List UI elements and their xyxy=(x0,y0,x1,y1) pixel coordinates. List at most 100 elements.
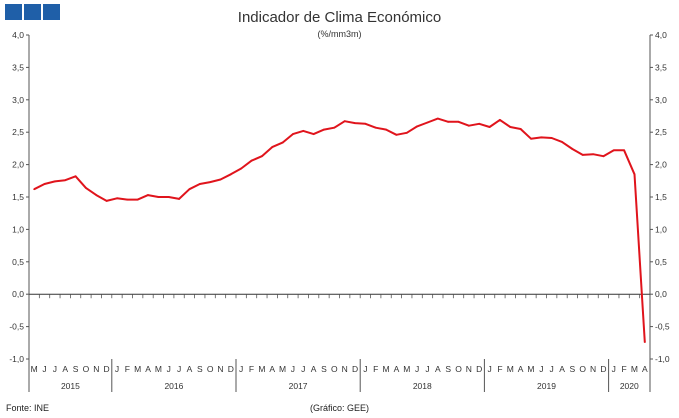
data-point xyxy=(457,120,460,123)
data-point xyxy=(540,136,543,139)
year-label: 2018 xyxy=(413,381,432,391)
chart-subtitle: (%/mm3m) xyxy=(317,29,362,39)
month-label: A xyxy=(311,364,317,374)
month-label: J xyxy=(539,364,543,374)
data-point xyxy=(74,175,77,178)
data-point xyxy=(271,146,274,149)
month-label: M xyxy=(31,364,38,374)
month-label: A xyxy=(269,364,275,374)
month-label: M xyxy=(383,364,390,374)
data-point xyxy=(292,133,294,136)
month-label: A xyxy=(394,364,400,374)
source-note: Fonte: INE xyxy=(6,403,50,413)
month-label: S xyxy=(445,364,451,374)
month-label: D xyxy=(104,364,110,374)
data-point xyxy=(53,180,56,183)
data-point xyxy=(333,126,336,129)
data-point xyxy=(478,122,481,125)
series-line xyxy=(33,117,646,343)
month-label: M xyxy=(134,364,141,374)
month-label: N xyxy=(466,364,472,374)
year-label: 2019 xyxy=(537,381,556,391)
y-tick-label-left: 2,5 xyxy=(12,127,24,137)
data-point xyxy=(281,141,284,144)
month-label: J xyxy=(239,364,243,374)
data-point xyxy=(64,179,67,182)
month-label: M xyxy=(507,364,514,374)
data-point xyxy=(126,198,129,201)
data-point xyxy=(581,153,584,156)
month-label: F xyxy=(622,364,627,374)
month-label: D xyxy=(600,364,606,374)
data-point xyxy=(467,124,470,127)
data-point xyxy=(561,141,563,143)
month-label: A xyxy=(435,364,441,374)
month-label: D xyxy=(352,364,358,374)
y-tick-label-right: 2,5 xyxy=(655,127,667,137)
data-point xyxy=(209,181,212,183)
month-label: O xyxy=(455,364,462,374)
data-point xyxy=(343,120,346,123)
data-point xyxy=(364,122,367,125)
data-point xyxy=(395,133,398,136)
month-label: S xyxy=(570,364,576,374)
data-point xyxy=(250,159,253,162)
month-label: M xyxy=(258,364,265,374)
y-tick-label-right: 0,5 xyxy=(655,257,667,267)
month-label: S xyxy=(73,364,79,374)
y-tick-label-left: 3,5 xyxy=(12,62,24,72)
month-label: F xyxy=(125,364,130,374)
y-tick-label-left: -1,0 xyxy=(9,354,24,364)
data-point xyxy=(136,198,139,201)
data-point xyxy=(447,120,450,123)
data-point xyxy=(571,148,574,150)
month-label: A xyxy=(559,364,565,374)
data-point xyxy=(530,137,532,140)
y-tick-label-left: 0,5 xyxy=(12,257,24,267)
month-label: J xyxy=(167,364,171,374)
month-label: J xyxy=(177,364,181,374)
month-label: J xyxy=(42,364,46,374)
y-tick-label-right: 4,0 xyxy=(655,30,667,40)
month-label: M xyxy=(279,364,286,374)
data-point xyxy=(85,187,87,189)
data-point xyxy=(178,198,180,200)
month-label: J xyxy=(487,364,491,374)
data-point xyxy=(633,173,636,176)
y-tick-label-left: 1,5 xyxy=(12,192,24,202)
month-label: S xyxy=(321,364,327,374)
data-point xyxy=(592,153,594,156)
data-point xyxy=(147,194,149,196)
data-point xyxy=(509,126,512,128)
logo-square-2 xyxy=(24,4,41,20)
month-label: M xyxy=(403,364,410,374)
month-label: J xyxy=(115,364,119,374)
credit-note: (Gráfico: GEE) xyxy=(309,403,369,413)
month-label: F xyxy=(249,364,254,374)
data-point xyxy=(416,125,419,128)
data-point xyxy=(499,118,501,121)
month-label: D xyxy=(476,364,482,374)
data-point xyxy=(602,155,605,158)
month-label: D xyxy=(228,364,234,374)
data-point xyxy=(426,121,429,124)
month-label: M xyxy=(631,364,638,374)
data-point xyxy=(612,149,615,152)
year-label: 2015 xyxy=(61,381,80,391)
month-label: J xyxy=(425,364,429,374)
y-tick-label-left: 3,0 xyxy=(12,95,24,105)
y-tick-label-left: 2,0 xyxy=(12,160,24,170)
month-label: J xyxy=(53,364,57,374)
data-point xyxy=(323,128,325,131)
logo-square-3 xyxy=(43,4,60,20)
data-point xyxy=(43,183,46,185)
y-tick-label-right: 1,0 xyxy=(655,224,667,234)
y-tick-label-left: 1,0 xyxy=(12,224,24,234)
month-label: M xyxy=(527,364,534,374)
month-label: N xyxy=(217,364,223,374)
year-label: 2020 xyxy=(620,381,639,391)
data-point xyxy=(157,196,160,198)
data-point xyxy=(240,167,243,170)
month-label: A xyxy=(518,364,524,374)
